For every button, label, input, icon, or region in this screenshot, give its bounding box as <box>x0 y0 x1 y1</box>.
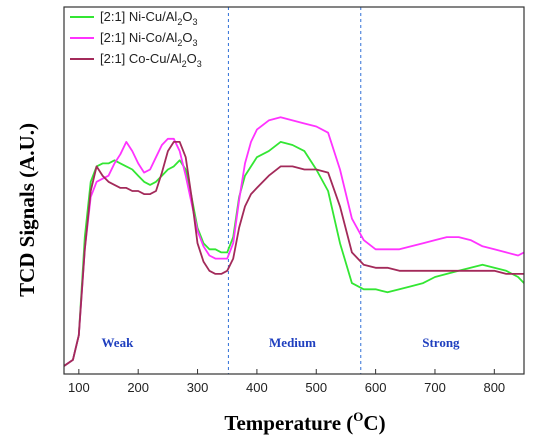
legend-label-2: [2:1] Ni-Co/Al2O3 <box>100 30 197 48</box>
x-tick-label: 600 <box>365 380 387 395</box>
x-tick-label: 300 <box>187 380 209 395</box>
x-axis-title-tail: C) <box>363 411 385 435</box>
x-tick-label: 800 <box>483 380 505 395</box>
x-tick-label: 200 <box>127 380 149 395</box>
x-tick-label: 500 <box>305 380 327 395</box>
x-tick-label: 400 <box>246 380 268 395</box>
series-line-1 <box>63 141 525 367</box>
y-axis-title: TCD Signals (A.U.) <box>15 123 39 297</box>
x-axis-title-sup: O <box>353 409 363 424</box>
series-line-3 <box>63 141 524 367</box>
legend-label-1: [2:1] Ni-Cu/Al2O3 <box>100 9 197 27</box>
region-labels: Weak Medium Strong <box>102 335 461 350</box>
region-label-strong: Strong <box>422 335 460 350</box>
legend-label-3: [2:1] Co-Cu/Al2O3 <box>100 51 202 69</box>
x-tick-label: 700 <box>424 380 446 395</box>
x-axis-ticks: 100 200 300 400 500 600 700 800 <box>68 369 505 395</box>
x-axis-title: Temperature (OC) <box>224 409 385 435</box>
plot-frame <box>63 6 525 375</box>
region-label-weak: Weak <box>102 335 135 350</box>
region-dividers <box>227 7 362 374</box>
x-axis-title-main: Temperature ( <box>224 411 353 435</box>
legend: [2:1] Ni-Cu/Al2O3 [2:1] Ni-Co/Al2O3 [2:1] … <box>70 9 202 69</box>
x-tick-label: 100 <box>68 380 90 395</box>
region-label-medium: Medium <box>269 335 316 350</box>
series-line-2 <box>63 116 525 367</box>
series-layer <box>63 116 525 367</box>
